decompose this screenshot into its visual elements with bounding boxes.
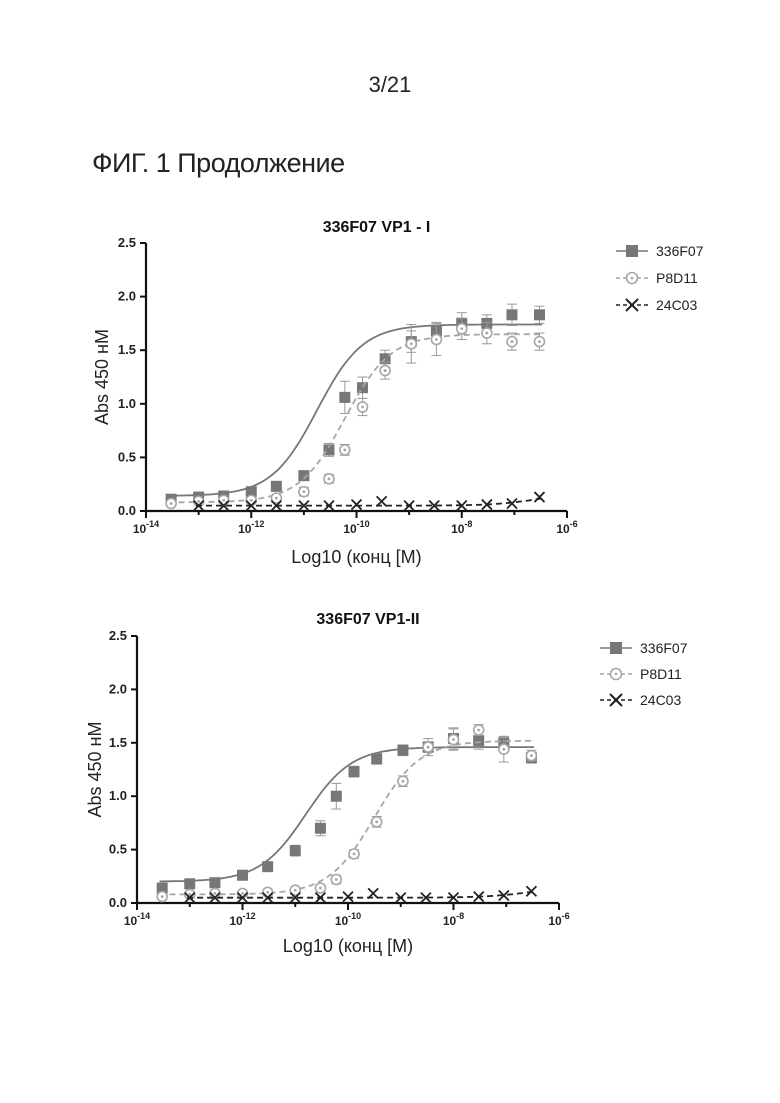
x-tick-base: 10 [335, 914, 349, 928]
x-tick-base: 10 [548, 914, 562, 928]
y-tick-label: 2.5 [109, 628, 127, 643]
data-point-circle [157, 892, 167, 902]
data-point-circle [331, 875, 341, 885]
series-336f07 [157, 728, 537, 894]
data-point-circle-dot [335, 878, 338, 881]
legend-label: 336F07 [640, 640, 688, 656]
data-point-square [262, 861, 273, 872]
data-point-circle-dot [241, 892, 244, 895]
y-tick-label: 1.0 [109, 788, 127, 803]
fit-curve-336f07 [160, 747, 535, 881]
x-tick-label: 10-6 [548, 911, 569, 928]
y-tick-label: 2.0 [109, 681, 127, 696]
data-point-x [368, 888, 378, 898]
x-tick-exponent: -14 [137, 911, 150, 921]
data-point-square [184, 878, 195, 889]
data-point-circle-dot [427, 746, 430, 749]
x-tick-exponent: -6 [562, 911, 570, 921]
data-point-square [209, 877, 220, 888]
data-point-x [526, 886, 536, 896]
data-point-circle-dot [477, 729, 480, 732]
x-tick-label: 10-12 [229, 911, 255, 928]
x-tick-label: 10-8 [443, 911, 464, 928]
y-tick-label: 0.5 [109, 842, 127, 857]
data-point-circle [349, 849, 359, 859]
legend-entry-p8d11: P8D11 [600, 666, 682, 682]
legend-entry-24c03: 24C03 [600, 692, 681, 708]
fit-curve-p8d11 [160, 741, 535, 895]
data-point-circle [263, 887, 273, 897]
data-point-square [315, 823, 326, 834]
data-point-circle-dot [530, 754, 533, 757]
data-point-circle [474, 725, 484, 735]
data-point-circle-dot [214, 892, 217, 895]
chart-title: 336F07 VP1-II [316, 611, 419, 628]
data-point-circle [398, 776, 408, 786]
data-point-circle [449, 735, 459, 745]
data-point-square [331, 791, 342, 802]
legend-marker-square [610, 642, 622, 654]
data-point-square [349, 766, 360, 777]
data-point-x [315, 893, 325, 903]
x-tick-exponent: -10 [348, 911, 361, 921]
x-tick-label: 10-10 [335, 911, 361, 928]
y-axis-label: Abs 450 нМ [85, 722, 105, 818]
data-point-square [473, 735, 484, 746]
x-tick-exponent: -12 [243, 911, 256, 921]
data-point-circle-dot [294, 889, 297, 892]
x-tick-exponent: -8 [456, 911, 464, 921]
data-point-circle-dot [402, 780, 405, 783]
legend-entry-336f07: 336F07 [600, 640, 688, 656]
data-point-x [343, 892, 353, 902]
x-tick-base: 10 [124, 914, 138, 928]
data-point-square [290, 845, 301, 856]
data-point-circle [372, 817, 382, 827]
data-point-circle-dot [452, 738, 455, 741]
legend-marker-dot [615, 673, 618, 676]
x-tick-label: 10-14 [124, 911, 150, 928]
y-tick-label: 1.5 [109, 735, 127, 750]
data-point-square [237, 870, 248, 881]
legend-label: 24C03 [640, 692, 681, 708]
chart-336f07-vp1-ii: 336F07 VP1-II0.00.51.01.52.02.510-1410-1… [0, 0, 780, 1000]
data-point-circle [423, 742, 433, 752]
data-point-circle [526, 751, 536, 761]
legend-label: P8D11 [640, 666, 682, 682]
data-point-circle-dot [375, 820, 378, 823]
y-tick-label: 0.0 [109, 895, 127, 910]
data-point-circle-dot [319, 887, 322, 890]
data-point-square [371, 753, 382, 764]
data-point-circle-dot [502, 748, 505, 751]
x-tick-base: 10 [229, 914, 243, 928]
data-point-circle-dot [161, 895, 164, 898]
data-point-circle [315, 883, 325, 893]
data-point-circle-dot [353, 852, 356, 855]
data-point-circle [499, 744, 509, 754]
series-p8d11 [157, 725, 536, 902]
x-tick-base: 10 [443, 914, 457, 928]
x-axis-label: Log10 (конц [M) [283, 936, 413, 956]
data-point-square [397, 745, 408, 756]
data-point-circle-dot [266, 891, 269, 894]
